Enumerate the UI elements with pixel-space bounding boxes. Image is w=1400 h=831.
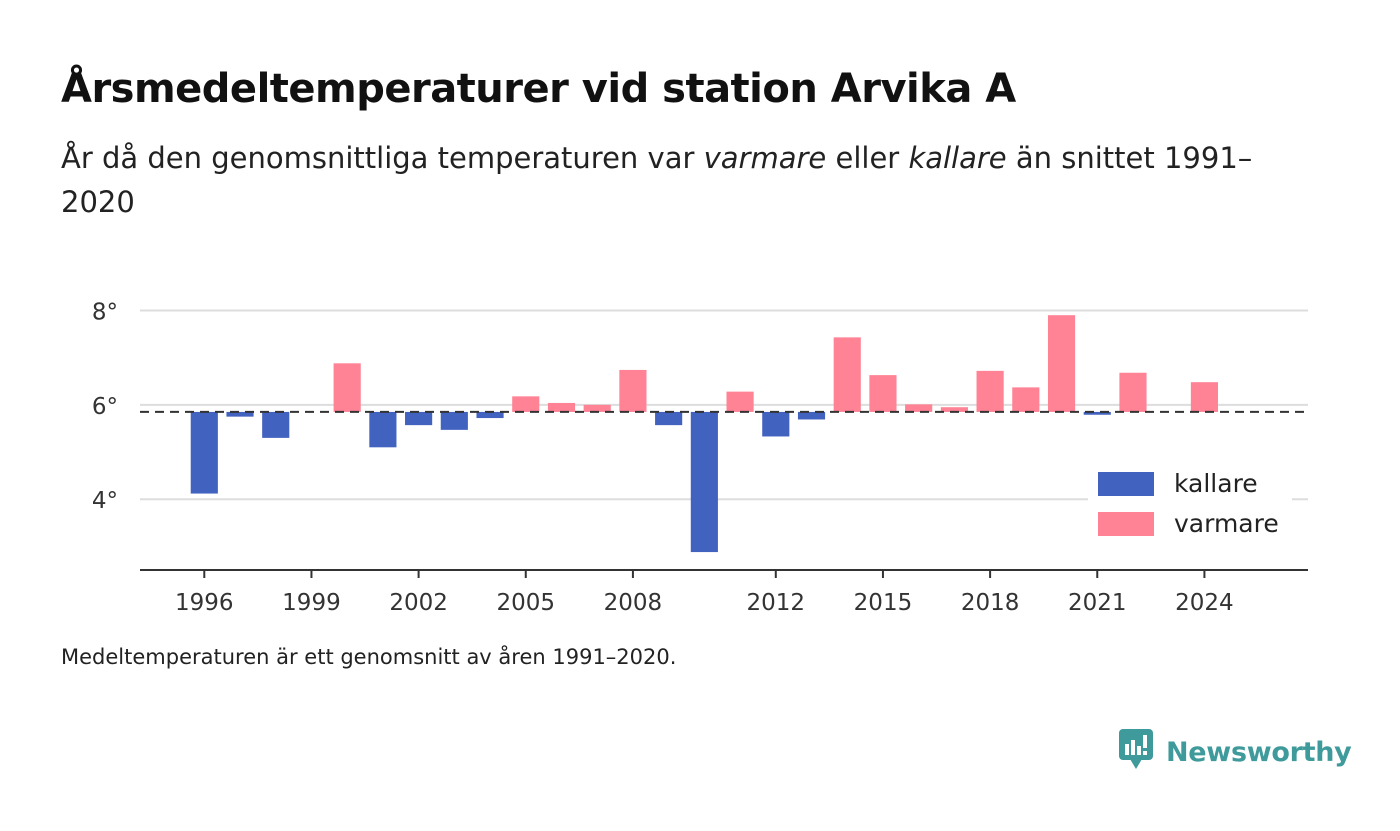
- x-tick-label: 2015: [854, 590, 913, 616]
- bar-varmare: [905, 404, 933, 412]
- subtitle-part-2: eller: [826, 141, 909, 175]
- bar-kallare: [476, 411, 504, 419]
- bar-varmare: [547, 402, 576, 412]
- bar-varmare: [869, 375, 897, 412]
- bar-varmare: [940, 407, 968, 412]
- bar-varmare: [1047, 315, 1076, 412]
- logo-text: Newsworthy: [1166, 736, 1352, 768]
- bar-varmare: [833, 337, 861, 412]
- y-tick-label: 6°: [92, 394, 118, 420]
- chart-title: Årsmedeltemperaturer vid station Arvika …: [61, 66, 1016, 112]
- bar-kallare: [226, 411, 254, 417]
- legend-swatch-varmare: [1098, 512, 1154, 536]
- x-tick-label: 2024: [1175, 590, 1234, 616]
- legend-swatch-kallare: [1098, 472, 1154, 496]
- subtitle-part-3: än snittet 1991–2020: [61, 141, 1253, 219]
- bar-kallare: [190, 411, 218, 494]
- subtitle-cold-word: kallare: [908, 141, 1007, 175]
- legend-label-varmare: varmare: [1174, 509, 1279, 538]
- y-tick-label: 8°: [92, 299, 118, 325]
- bar-kallare: [262, 411, 290, 438]
- bar-kallare: [690, 411, 718, 553]
- x-tick-label: 1999: [282, 590, 341, 616]
- bar-varmare: [1119, 372, 1147, 412]
- bar-varmare: [976, 370, 1004, 412]
- bar-kallare: [655, 411, 683, 426]
- bar-varmare: [583, 404, 611, 412]
- bar-varmare: [512, 396, 540, 412]
- chart-subtitle: År då den genomsnittliga temperaturen va…: [61, 136, 1301, 224]
- x-tick-label: 2002: [389, 590, 448, 616]
- newsworthy-logo: Newsworthy: [1118, 728, 1352, 776]
- bar-varmare: [619, 369, 647, 412]
- footnote: Medeltemperaturen är ett genomsnitt av å…: [61, 645, 677, 669]
- y-tick-label: 4°: [92, 488, 118, 514]
- bar-chart: 4° 6° 8° 1996 1999 2002 2005 2008 2012 2015 2018 20…: [92, 299, 1308, 616]
- bar-kallare: [797, 411, 826, 420]
- x-tick-label: 2012: [747, 590, 806, 616]
- bar-kallare: [440, 411, 468, 430]
- x-tick-label: 2005: [496, 590, 555, 616]
- bar-kallare: [369, 411, 397, 448]
- bar-varmare: [333, 363, 361, 412]
- x-tick-label: 2021: [1068, 590, 1127, 616]
- x-tick-label: 2018: [961, 590, 1020, 616]
- legend-label-kallare: kallare: [1174, 469, 1258, 498]
- newsworthy-chart-bubble-icon: [1118, 728, 1158, 776]
- x-tick-label: 1996: [175, 590, 234, 616]
- subtitle-warm-word: varmare: [703, 141, 827, 175]
- bar-varmare: [1190, 382, 1218, 412]
- bar-varmare: [1012, 387, 1040, 412]
- subtitle-part-1: År då den genomsnittliga temperaturen va…: [61, 141, 704, 175]
- bar-kallare: [1083, 411, 1111, 415]
- bar-varmare: [726, 391, 754, 412]
- x-tick-label: 2008: [604, 590, 663, 616]
- bar-kallare: [762, 411, 790, 437]
- bar-kallare: [405, 411, 433, 426]
